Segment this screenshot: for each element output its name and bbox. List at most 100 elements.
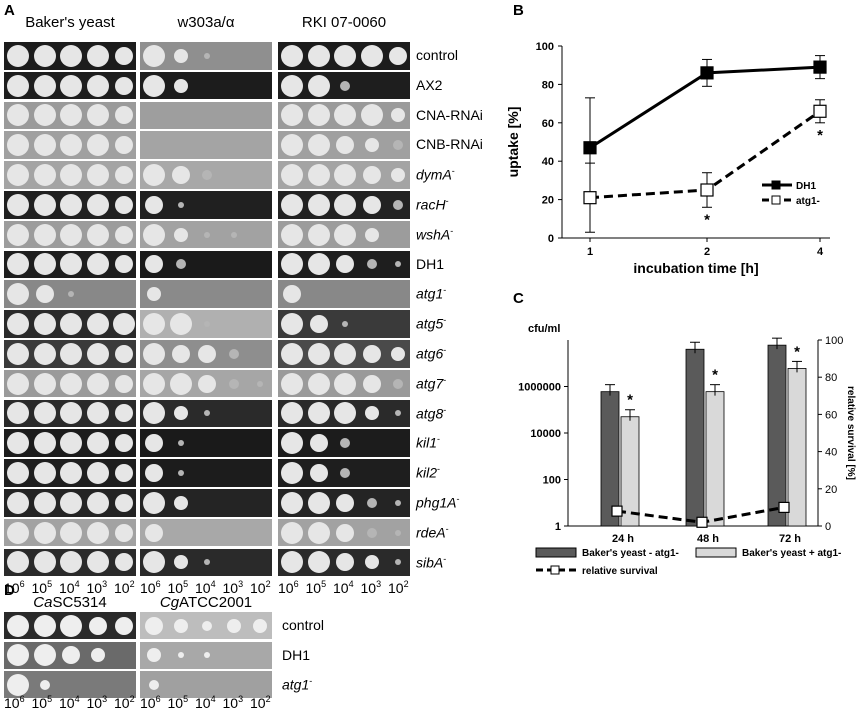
strain-label: atg1- bbox=[282, 676, 313, 693]
yeast-colony bbox=[145, 434, 163, 453]
yeast-colony bbox=[281, 44, 303, 67]
legend-label: DH1 bbox=[796, 181, 816, 192]
yeast-colony bbox=[115, 136, 133, 155]
yeast-colony bbox=[7, 521, 29, 544]
yeast-colony bbox=[334, 104, 356, 127]
yeast-colony bbox=[228, 348, 239, 359]
yeast-colony bbox=[281, 461, 303, 484]
column-header: Baker's yeast bbox=[25, 14, 115, 31]
plate-strip bbox=[140, 641, 272, 669]
yeast-colony bbox=[60, 163, 82, 186]
strain-label: DH1 bbox=[282, 646, 311, 663]
yeast-colony bbox=[60, 342, 82, 365]
data-point bbox=[813, 60, 827, 74]
yeast-colony bbox=[33, 402, 56, 425]
yeast-colony bbox=[281, 223, 303, 246]
left-tick-label: 10000 bbox=[530, 428, 561, 440]
plate-strip bbox=[4, 641, 136, 669]
yeast-colony bbox=[307, 223, 330, 246]
panel-c-letter: C bbox=[513, 290, 524, 307]
yeast-colony bbox=[198, 374, 216, 393]
yeast-colony bbox=[173, 78, 188, 93]
right-tick-label: 80 bbox=[825, 372, 837, 384]
yeast-colony bbox=[86, 491, 109, 514]
yeast-colony bbox=[334, 223, 356, 246]
yeast-colony bbox=[145, 255, 163, 274]
legend-label: relative survival bbox=[582, 566, 658, 577]
yeast-colony bbox=[115, 165, 133, 184]
yeast-colony bbox=[39, 679, 50, 690]
significance-marker: * bbox=[627, 392, 633, 409]
plate-strip bbox=[140, 429, 272, 457]
yeast-colony bbox=[86, 223, 109, 246]
yeast-colony bbox=[395, 410, 401, 417]
dilution-label: 106 bbox=[140, 579, 161, 596]
cfu-bar-chart: cfu/ml 1 100 10000 1000000 0 20 40 60 80 100 relati… bbox=[518, 323, 856, 577]
legend-swatch bbox=[695, 547, 737, 558]
yeast-colony bbox=[90, 648, 105, 662]
yeast-colony bbox=[334, 342, 356, 365]
plate-strip bbox=[4, 131, 136, 159]
yeast-colony bbox=[281, 342, 303, 365]
strain-label: wshA- bbox=[416, 225, 454, 243]
yeast-colony bbox=[175, 259, 186, 270]
yeast-colony bbox=[33, 551, 56, 574]
plate-strip bbox=[278, 191, 410, 219]
yeast-colony bbox=[204, 52, 210, 59]
yeast-colony bbox=[145, 523, 163, 542]
plate-strip bbox=[140, 310, 272, 338]
yeast-colony bbox=[33, 253, 56, 276]
yeast-colony bbox=[113, 312, 135, 335]
yeast-colony bbox=[68, 291, 74, 298]
yeast-colony bbox=[177, 469, 184, 476]
yeast-colony bbox=[7, 44, 29, 67]
right-tick-label: 100 bbox=[825, 335, 843, 347]
yeast-colony bbox=[281, 134, 303, 157]
yeast-colony bbox=[33, 491, 56, 514]
yeast-colony bbox=[33, 74, 56, 97]
dilution-label: 103 bbox=[86, 579, 108, 596]
plate-strip bbox=[4, 548, 136, 577]
yeast-colony bbox=[173, 495, 188, 510]
plate-strip bbox=[4, 191, 136, 219]
plate-strip bbox=[278, 280, 410, 308]
y-axis-label: uptake [%] bbox=[505, 107, 521, 178]
bar bbox=[767, 344, 787, 527]
survival-point bbox=[778, 501, 790, 513]
yeast-colony bbox=[391, 346, 405, 361]
yeast-colony bbox=[253, 618, 267, 633]
yeast-colony bbox=[364, 227, 379, 242]
yeast-colony bbox=[143, 551, 165, 574]
dilution-label: 103 bbox=[360, 579, 382, 596]
significance-marker: * bbox=[704, 211, 710, 228]
yeast-colony bbox=[202, 620, 212, 631]
yeast-colony bbox=[60, 432, 82, 455]
strain-label: CNB-RNAi bbox=[416, 136, 483, 153]
yeast-colony bbox=[334, 163, 356, 186]
left-tick-label: 1000000 bbox=[518, 382, 561, 394]
yeast-colony bbox=[115, 616, 133, 635]
yeast-colony bbox=[173, 555, 188, 570]
strain-label: AX2 bbox=[416, 76, 443, 93]
yeast-colony bbox=[395, 499, 401, 506]
yeast-colony bbox=[281, 551, 303, 574]
yeast-colony bbox=[143, 372, 165, 395]
yeast-colony bbox=[171, 344, 190, 363]
yeast-colony bbox=[334, 193, 356, 216]
strain-label: dymA- bbox=[416, 166, 455, 183]
yeast-colony bbox=[307, 491, 330, 514]
yeast-colony bbox=[33, 163, 56, 186]
plate-strip bbox=[140, 340, 272, 368]
yeast-colony bbox=[60, 74, 82, 97]
plate-strip bbox=[278, 459, 410, 487]
yeast-colony bbox=[360, 44, 383, 67]
yeast-colony bbox=[366, 259, 377, 270]
dilution-label: 105 bbox=[305, 579, 327, 596]
yeast-colony bbox=[7, 163, 29, 186]
yeast-colony bbox=[147, 648, 161, 662]
legend-swatch bbox=[535, 547, 577, 558]
yeast-colony bbox=[7, 193, 29, 216]
dilution-label: 104 bbox=[333, 579, 354, 596]
yeast-colony bbox=[342, 320, 348, 327]
yeast-colony bbox=[366, 497, 377, 508]
